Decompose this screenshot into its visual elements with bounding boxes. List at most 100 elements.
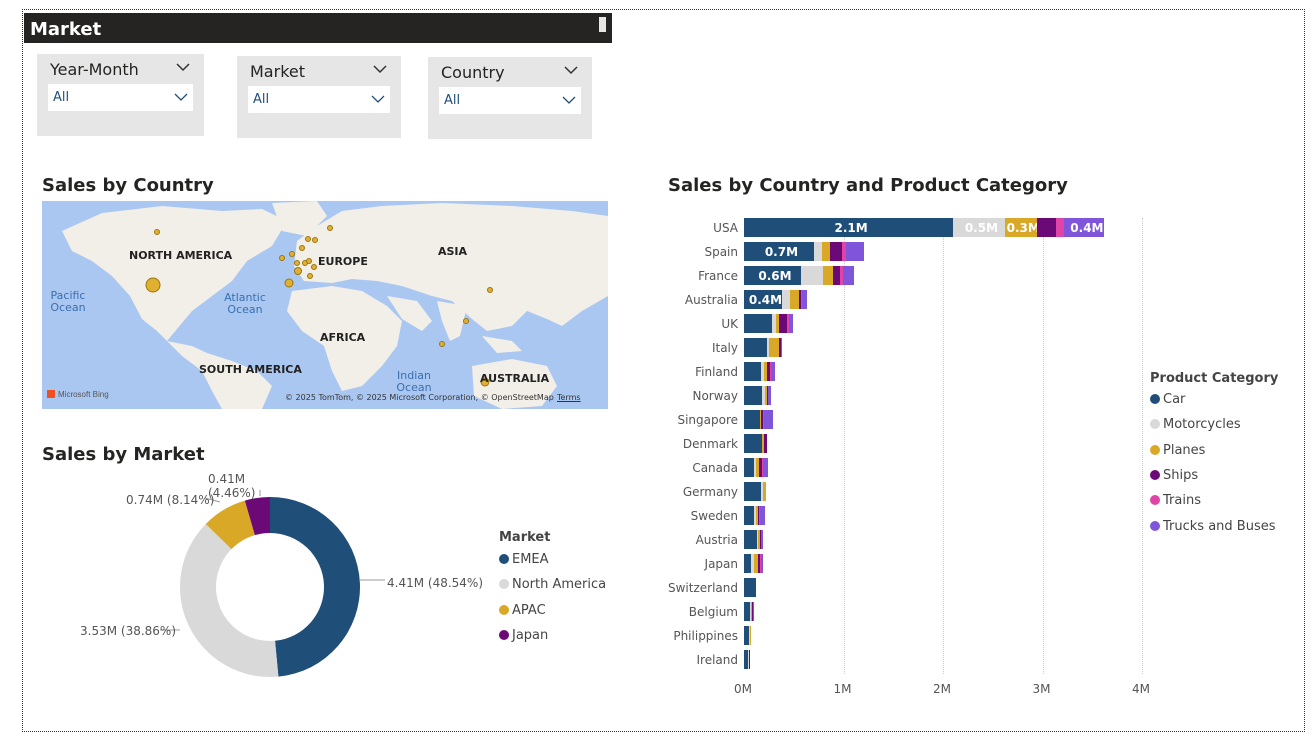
- bar-segment-trucks-and-buses[interactable]: [780, 338, 782, 357]
- slicer-dropdown[interactable]: All: [248, 86, 390, 113]
- bar-segment-ships[interactable]: [798, 290, 801, 309]
- bar-segment-motorcycles[interactable]: [813, 242, 822, 261]
- bar-segment-planes[interactable]: [749, 626, 751, 645]
- bar-segment-planes[interactable]: [755, 506, 758, 525]
- bar-segment-ships[interactable]: [1036, 218, 1057, 237]
- bar-segment-ships[interactable]: [748, 650, 750, 669]
- bar-segment-planes[interactable]: [750, 602, 752, 621]
- bar-segment-trucks-and-buses[interactable]: [760, 554, 763, 573]
- bar-segment-planes[interactable]: [775, 314, 779, 333]
- bar-segment-ships[interactable]: [757, 506, 759, 525]
- bar-segment-motorcycles[interactable]: [747, 650, 749, 669]
- bar-segment-car[interactable]: [744, 602, 750, 621]
- bar-segment-car[interactable]: [744, 314, 772, 333]
- bar-segment-planes[interactable]: [757, 530, 760, 549]
- bar-segment-car[interactable]: [744, 506, 754, 525]
- slicer-year-month[interactable]: Year-Month All: [37, 54, 204, 136]
- bar-segment-motorcycles[interactable]: [750, 554, 754, 573]
- bar-segment-trains[interactable]: [761, 458, 763, 477]
- bar-segment-trains[interactable]: [800, 290, 802, 309]
- bar-segment-trucks-and-buses[interactable]: [762, 458, 768, 477]
- legend-item-emea[interactable]: EMEA: [499, 552, 549, 567]
- bar-segment-trains[interactable]: [841, 242, 847, 261]
- bar-segment-car[interactable]: [744, 650, 748, 669]
- bar-segment-planes[interactable]: [768, 338, 779, 357]
- bar-segment-trains[interactable]: [762, 410, 764, 429]
- bar-segment-ships[interactable]: [757, 554, 760, 573]
- bar-segment-planes[interactable]: [755, 458, 759, 477]
- bar-segment-motorcycles[interactable]: [756, 530, 758, 549]
- bar-segment-ships[interactable]: [832, 266, 840, 285]
- bar-segment-trains[interactable]: [786, 314, 789, 333]
- bar-segment-ships[interactable]: [766, 386, 768, 405]
- bar-segment-trucks-and-buses[interactable]: [788, 314, 793, 333]
- bar-segment-trucks-and-buses[interactable]: [1064, 218, 1105, 237]
- bar-segment-trucks-and-buses[interactable]: [801, 290, 807, 309]
- legend-item-motorcycles[interactable]: Motorcycles: [1150, 417, 1241, 432]
- donut-slice-apac[interactable]: [205, 500, 255, 550]
- bar-segment-ships[interactable]: [778, 314, 787, 333]
- bar-segment-trucks-and-buses[interactable]: [752, 602, 754, 621]
- bar-segment-trucks-and-buses[interactable]: [770, 362, 775, 381]
- bar-segment-ships[interactable]: [766, 362, 770, 381]
- bar-segment-car[interactable]: [744, 410, 760, 429]
- bar-segment-ships[interactable]: [778, 338, 781, 357]
- legend-item-planes[interactable]: Planes: [1150, 443, 1205, 458]
- bar-segment-trains[interactable]: [759, 554, 761, 573]
- bar-segment-car[interactable]: [744, 386, 762, 405]
- bar-segment-car[interactable]: [744, 242, 814, 261]
- bar-segment-motorcycles[interactable]: [952, 218, 1005, 237]
- bar-segment-planes[interactable]: [821, 242, 830, 261]
- bar-segment-motorcycles[interactable]: [800, 266, 823, 285]
- donut-slice-emea[interactable]: [270, 497, 361, 677]
- bar-segment-car[interactable]: [744, 626, 749, 645]
- bar-segment-trucks-and-buses[interactable]: [759, 506, 765, 525]
- bar-segment-car[interactable]: [744, 458, 754, 477]
- bar-segment-trucks-and-buses[interactable]: [846, 242, 865, 261]
- bar-segment-car[interactable]: [744, 362, 761, 381]
- bar-segment-car[interactable]: [744, 578, 756, 597]
- bar-segment-planes[interactable]: [763, 362, 767, 381]
- bar-segment-ships[interactable]: [829, 242, 842, 261]
- legend-item-ships[interactable]: Ships: [1150, 468, 1198, 483]
- bar-segment-motorcycles[interactable]: [753, 506, 756, 525]
- bar-segment-car[interactable]: [744, 266, 801, 285]
- bar-segment-car[interactable]: [744, 338, 767, 357]
- bar-segment-motorcycles[interactable]: [753, 458, 756, 477]
- bar-segment-car[interactable]: [744, 290, 782, 309]
- legend-item-north-america[interactable]: North America: [499, 577, 606, 592]
- chevron-down-icon[interactable]: [175, 62, 191, 72]
- bar-segment-motorcycles[interactable]: [760, 482, 763, 501]
- bar-segment-ships[interactable]: [760, 410, 763, 429]
- sales-map[interactable]: NORTH AMERICA EUROPE ASIA AFRICA SOUTH A…: [42, 201, 608, 409]
- bar-segment-ships[interactable]: [751, 602, 753, 621]
- slicer-dropdown[interactable]: All: [48, 84, 193, 111]
- bar-segment-trucks-and-buses[interactable]: [763, 410, 773, 429]
- bar-segment-planes[interactable]: [1004, 218, 1037, 237]
- bar-segment-trains[interactable]: [758, 506, 760, 525]
- bar-segment-trains[interactable]: [1056, 218, 1065, 237]
- bar-segment-motorcycles[interactable]: [771, 314, 776, 333]
- stacked-bar-chart[interactable]: 0M 1M 2M 3M 4M USA 2.1M 0.5M 0.3M 0.4M Spain 0.7M Fr…: [660, 210, 1150, 710]
- slicer-country[interactable]: Country All: [428, 57, 592, 139]
- bar-segment-trucks-and-buses[interactable]: [767, 386, 771, 405]
- bar-segment-planes[interactable]: [759, 410, 761, 429]
- bar-segment-trains[interactable]: [839, 266, 843, 285]
- donut-slice-japan[interactable]: [244, 497, 270, 536]
- bar-segment-motorcycles[interactable]: [748, 626, 750, 645]
- bar-segment-ships[interactable]: [759, 530, 761, 549]
- visual-handle-icon[interactable]: [599, 17, 606, 32]
- bar-segment-ships[interactable]: [763, 434, 767, 453]
- bar-segment-planes[interactable]: [764, 386, 767, 405]
- chevron-down-icon[interactable]: [372, 64, 388, 74]
- bar-segment-trucks-and-buses[interactable]: [760, 530, 763, 549]
- legend-item-trucks-and-buses[interactable]: Trucks and Buses: [1150, 519, 1276, 534]
- bar-segment-motorcycles[interactable]: [749, 602, 751, 621]
- donut-chart[interactable]: [160, 480, 400, 690]
- slicer-market[interactable]: Market All: [237, 56, 401, 138]
- chevron-down-icon[interactable]: [174, 93, 188, 101]
- legend-item-trains[interactable]: Trains: [1150, 493, 1201, 508]
- bar-segment-motorcycles[interactable]: [766, 338, 769, 357]
- bar-segment-car[interactable]: [744, 530, 757, 549]
- chevron-down-icon[interactable]: [562, 96, 576, 104]
